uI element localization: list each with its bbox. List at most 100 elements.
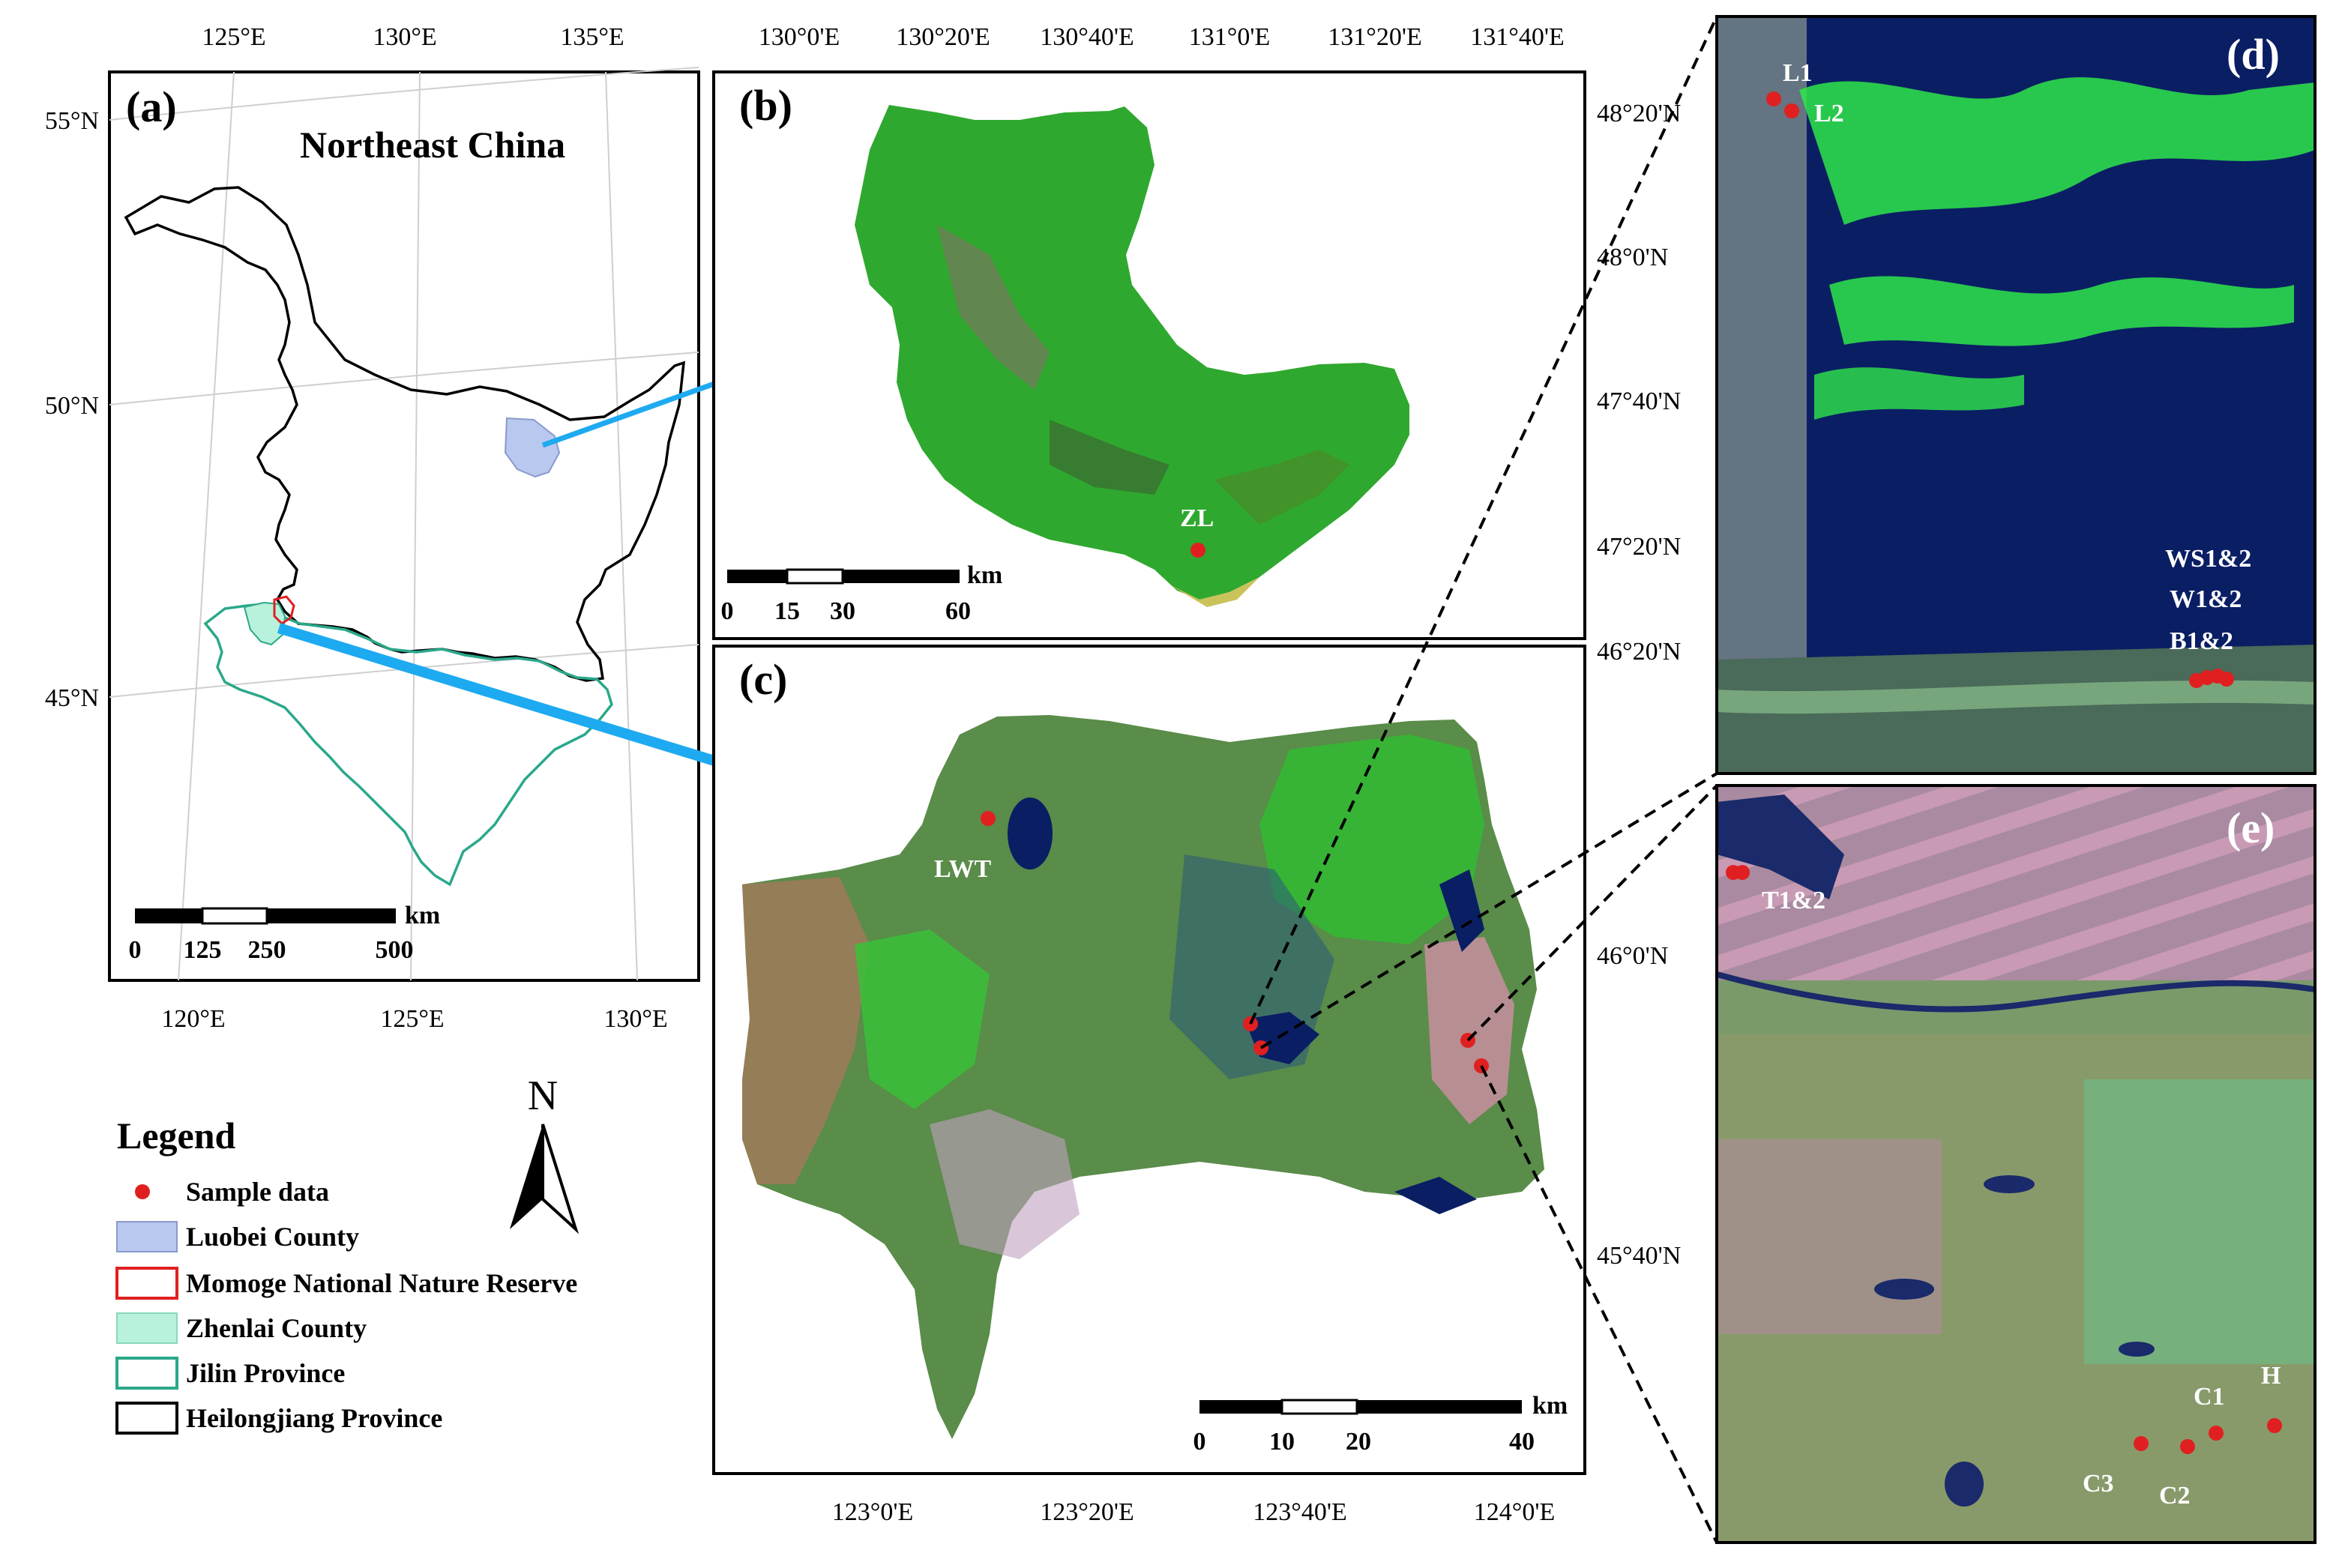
jilin-outline	[203, 603, 613, 887]
legend-label-heilongjiang: Heilongjiang Province	[186, 1403, 442, 1433]
scale-b-unit: km	[967, 561, 1002, 589]
panel-b-top-ticks: 130°0'E 130°20'E 130°40'E 131°0'E 131°20…	[759, 23, 1565, 51]
legend-symbol-heilongjiang	[115, 1402, 178, 1435]
tick-c-right-3: 45°40'N	[1597, 1242, 1681, 1270]
legend-symbol-zhenlai	[116, 1312, 178, 1344]
tick-b-right-1: 48°20'N	[1597, 100, 1681, 127]
panel-a: 125°E 130°E 135°E 120°E 125°E 130°E 55°N…	[45, 23, 700, 1033]
legend-label-zhenlai: Zhenlai County	[186, 1313, 367, 1343]
scale-c-label-1: 10	[1269, 1428, 1295, 1456]
zoom-line-e-bottom	[1480, 1065, 1718, 1543]
panel-a-bottom-ticks: 120°E 125°E 130°E	[161, 1005, 667, 1033]
panel-c-scalebar: km 0 10 20 40	[1193, 1392, 1568, 1456]
scale-c-label-3: 40	[1509, 1428, 1535, 1456]
tick-b-top-4: 131°0'E	[1189, 23, 1271, 51]
panel-d-frame	[1715, 15, 2317, 775]
sample-point-c3	[2134, 1436, 2149, 1451]
scale-a-label-2: 250	[248, 936, 286, 964]
tick-a-top-1: 125°E	[202, 23, 265, 51]
sample-point-w2	[2219, 672, 2234, 687]
sample-point-lwt	[981, 811, 996, 826]
panel-a-frame	[108, 70, 700, 982]
zoom-line-d-bottom	[1259, 772, 1718, 1049]
panel-e-pond-1	[1874, 1279, 1934, 1300]
tick-b-top-6: 131°40'E	[1470, 23, 1565, 51]
legend: Legend Sample data Luobei County Momoge …	[115, 1115, 577, 1435]
scale-b-label-1: 15	[774, 597, 800, 625]
scale-b-label-0: 0	[721, 597, 734, 625]
luobei-county	[504, 417, 561, 478]
tick-a-left-3: 45°N	[45, 684, 99, 712]
luobei-terrain-1	[937, 225, 1050, 390]
panel-e-pink-patch	[1717, 1139, 1942, 1334]
luobei-river-edge	[1169, 577, 1259, 607]
zhenlai-terrain-west	[742, 877, 870, 1184]
sample-point-c2	[2180, 1439, 2195, 1454]
tick-a-bottom-3: 130°E	[603, 1005, 667, 1033]
tick-a-left-1: 55°N	[45, 107, 99, 135]
panel-d-letter: (d)	[2227, 30, 2280, 79]
legend-label-momoge: Momoge National Nature Reserve	[186, 1268, 577, 1298]
site-label-h: H	[2261, 1362, 2281, 1390]
site-label-c1: C1	[2194, 1383, 2225, 1411]
scale-a-label-3: 500	[376, 936, 414, 964]
panel-d-vegetation-south	[1814, 367, 2024, 420]
sample-point-l2	[1784, 103, 1799, 118]
tick-c-bottom-1: 123°0'E	[832, 1498, 914, 1526]
legend-label-jilin: Jilin Province	[186, 1358, 345, 1388]
lake-lwt	[1008, 797, 1053, 869]
north-arrow: N	[510, 1073, 580, 1234]
tick-b-right-2: 48°0'N	[1597, 244, 1668, 271]
luobei-terrain-2	[1050, 420, 1169, 495]
tick-b-top-2: 130°20'E	[896, 23, 990, 51]
zoom-line-e-top	[1466, 784, 1718, 1042]
tick-b-right-3: 47°40'N	[1597, 388, 1681, 415]
tick-a-bottom-1: 120°E	[161, 1005, 225, 1033]
legend-symbol-jilin	[115, 1357, 178, 1390]
site-label-lwt: LWT	[934, 855, 992, 883]
panel-b-right-ticks: 48°20'N 48°0'N 47°40'N 47°20'N	[1597, 100, 1681, 561]
site-label-c3: C3	[2083, 1470, 2114, 1498]
heilongjiang-outline	[124, 186, 686, 682]
scale-b-label-2: 30	[830, 597, 855, 625]
panel-e-frame	[1715, 784, 2317, 1544]
panel-d-shore-west	[1717, 16, 1807, 774]
site-label-ws: WS1&2	[2165, 545, 2251, 573]
panel-d-vegetation-north	[1799, 77, 2315, 225]
zhenlai-terrain-east-pink	[1424, 937, 1514, 1124]
scale-b-label-3: 60	[945, 597, 971, 625]
scale-c-unit: km	[1532, 1392, 1568, 1420]
tick-c-bottom-3: 123°40'E	[1253, 1498, 1347, 1526]
panel-d: L1 L2 WS1&2 W1&2 B1&2 (d)	[1715, 15, 2317, 775]
site-label-w: W1&2	[2170, 585, 2242, 613]
legend-symbol-momoge	[115, 1267, 178, 1300]
panel-e-green-patch	[2084, 1079, 2315, 1364]
tick-a-left-2: 50°N	[45, 392, 99, 420]
scale-a-unit: km	[405, 902, 440, 929]
tick-a-top-2: 130°E	[373, 23, 436, 51]
site-label-c2: C2	[2159, 1482, 2191, 1510]
legend-label-sample: Sample data	[186, 1177, 329, 1207]
panel-e-pond-3	[1945, 1462, 1984, 1507]
tick-c-right-2: 46°0'N	[1597, 942, 1668, 970]
legend-symbol-luobei	[116, 1221, 178, 1252]
tick-c-bottom-2: 123°20'E	[1040, 1498, 1134, 1526]
panel-a-title: Northeast China	[300, 124, 565, 166]
panel-a-top-ticks: 125°E 130°E 135°E	[202, 23, 624, 51]
panel-d-shore-strip	[1717, 680, 2315, 714]
panel-b-letter: (b)	[739, 81, 792, 130]
tick-a-top-3: 135°E	[560, 23, 624, 51]
sample-point-c1	[2209, 1426, 2224, 1441]
north-arrow-label: N	[528, 1073, 558, 1119]
site-label-zl: ZL	[1180, 504, 1214, 532]
scale-c-label-2: 20	[1346, 1428, 1371, 1456]
panel-e-pond-2	[1984, 1175, 2035, 1193]
panel-a-scalebar: km 0 125 250 500	[129, 902, 441, 964]
momoge-reserve	[273, 595, 295, 625]
site-label-l1: L1	[1783, 59, 1813, 87]
panel-c-right-ticks: 46°20'N 46°0'N 45°40'N	[1597, 638, 1681, 1270]
panel-d-shore-south	[1717, 645, 2315, 774]
zhenlai-terrain-west-central	[855, 929, 990, 1109]
panel-e-pond-4	[2119, 1342, 2155, 1357]
